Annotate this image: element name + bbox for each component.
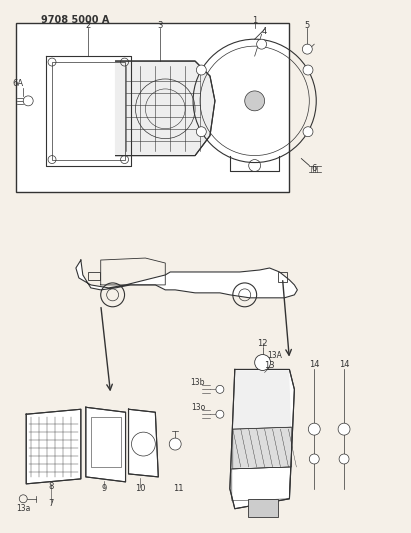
Text: 3: 3 [158, 21, 163, 30]
Circle shape [309, 454, 319, 464]
Text: 7: 7 [48, 499, 54, 508]
Text: 14: 14 [339, 360, 349, 369]
Polygon shape [26, 409, 81, 484]
Circle shape [303, 127, 313, 136]
Bar [91, 417, 120, 467]
Circle shape [23, 96, 33, 106]
Circle shape [196, 127, 206, 136]
Text: 13A: 13A [267, 351, 282, 360]
Text: 14: 14 [309, 360, 319, 369]
Text: 13b: 13b [191, 378, 205, 387]
Text: 6A: 6A [12, 79, 23, 88]
Polygon shape [232, 467, 291, 501]
Circle shape [303, 65, 313, 75]
Text: 4: 4 [262, 27, 267, 36]
Bar [248, 499, 277, 516]
Text: 9708 5000 A: 9708 5000 A [41, 15, 109, 25]
Bar [277, 272, 287, 282]
Circle shape [216, 385, 224, 393]
Text: 8: 8 [48, 482, 54, 491]
Bar [88, 272, 100, 280]
Text: 11: 11 [173, 484, 183, 494]
Bar [52, 62, 125, 159]
Circle shape [196, 65, 206, 75]
Circle shape [216, 410, 224, 418]
Text: 2: 2 [85, 21, 90, 30]
Polygon shape [234, 372, 291, 429]
Circle shape [338, 423, 350, 435]
Polygon shape [86, 407, 125, 482]
Polygon shape [76, 260, 298, 298]
Polygon shape [115, 61, 215, 156]
Text: 12: 12 [257, 339, 268, 348]
Text: 13: 13 [264, 361, 275, 370]
Circle shape [255, 354, 270, 370]
Text: 13o: 13o [191, 403, 205, 412]
Text: 9: 9 [101, 484, 106, 494]
Text: 6: 6 [312, 164, 317, 173]
Circle shape [256, 39, 267, 49]
Circle shape [339, 454, 349, 464]
Circle shape [169, 438, 181, 450]
Text: 5: 5 [305, 21, 310, 30]
Text: 13a: 13a [16, 504, 30, 513]
Polygon shape [233, 427, 291, 469]
Bar [16, 23, 289, 192]
Circle shape [245, 91, 265, 111]
Polygon shape [230, 369, 294, 508]
Circle shape [302, 44, 312, 54]
Circle shape [308, 423, 320, 435]
Text: 10: 10 [135, 484, 145, 494]
Text: 1: 1 [252, 16, 257, 25]
Polygon shape [129, 409, 158, 477]
